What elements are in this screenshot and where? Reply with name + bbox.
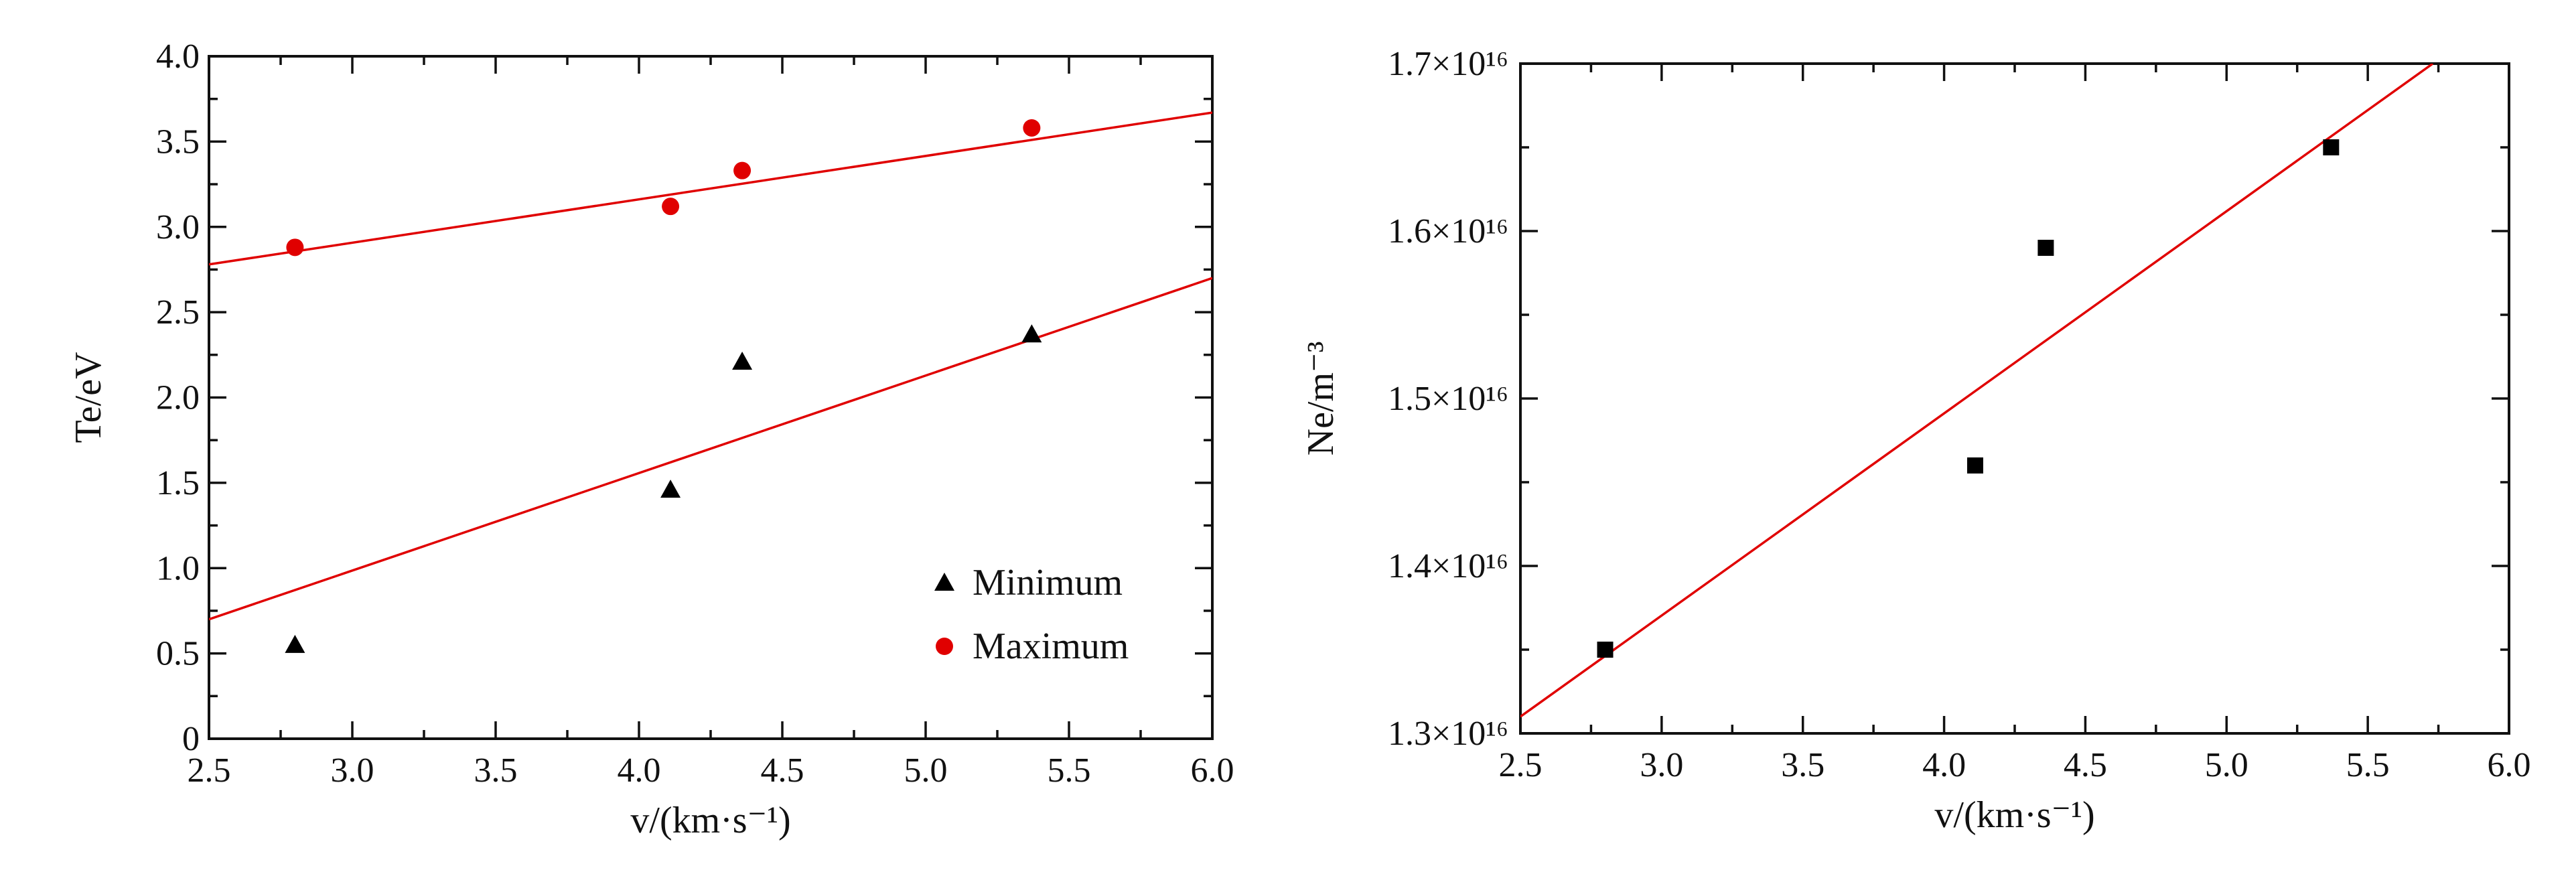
data-point-circle <box>733 161 752 179</box>
x-axis-title: v/(km·s⁻¹) <box>630 800 790 841</box>
data-point-triangle <box>1021 324 1042 343</box>
fit-line <box>1520 64 2434 718</box>
x-tick-label: 5.5 <box>2346 746 2390 784</box>
y-tick-label: 1.7×10¹⁶ <box>1388 45 1508 83</box>
y-tick-label: 4.0 <box>156 38 200 76</box>
legend-marker-triangle <box>934 573 954 591</box>
fit-line <box>209 277 1212 621</box>
legend-marker-circle <box>936 638 953 655</box>
x-tick-label: 3.0 <box>1640 746 1683 784</box>
y-tick-label: 1.3×10¹⁶ <box>1388 715 1508 753</box>
data-point-square <box>2323 139 2340 155</box>
y-tick-label: 1.6×10¹⁶ <box>1388 212 1508 250</box>
y-tick-label: 0 <box>182 720 200 758</box>
data-point-triangle <box>660 480 681 498</box>
x-tick-label: 5.0 <box>2205 746 2248 784</box>
x-tick-label: 4.0 <box>618 751 661 790</box>
data-point-triangle <box>285 634 305 653</box>
y-tick-label: 1.0 <box>156 549 200 587</box>
y-tick-label: 0.5 <box>156 635 200 673</box>
legend-label: Minimum <box>973 562 1123 603</box>
chart-te-vs-velocity: 2.5 3.0 3.5 4.0 4.5 5.0 5.5 6.0 0 0.5 1.0 1.5 2.0 2.5… <box>68 38 1234 841</box>
legend-label: Maximum <box>973 626 1129 667</box>
x-axis-title: v/(km·s⁻¹) <box>1934 794 2094 836</box>
x-tick-label: 5.0 <box>904 751 948 790</box>
y-tick-label: 3.0 <box>156 208 200 246</box>
y-tick-label: 2.0 <box>156 379 200 417</box>
y-axis-title: Te/eV <box>68 352 109 443</box>
x-tick-label: 3.5 <box>1781 746 1824 784</box>
x-tick-label: 5.5 <box>1048 751 1091 790</box>
data-point-circle <box>286 238 304 257</box>
fit-line <box>209 111 1212 266</box>
y-tick-label: 1.4×10¹⁶ <box>1388 547 1508 585</box>
x-tick-label: 3.0 <box>331 751 374 790</box>
data-point-square <box>2037 240 2054 256</box>
data-point-square <box>1966 457 1983 474</box>
y-axis-title: Ne/m⁻³ <box>1300 342 1342 456</box>
data-point-circle <box>1023 119 1041 137</box>
x-tick-label: 2.5 <box>1499 746 1543 784</box>
x-tick-label: 2.5 <box>188 751 231 790</box>
y-tick-label: 3.5 <box>156 123 200 161</box>
x-tick-label: 4.5 <box>761 751 804 790</box>
x-tick-label: 4.0 <box>1922 746 1966 784</box>
x-tick-label: 3.5 <box>474 751 518 790</box>
y-tick-label: 1.5 <box>156 464 200 502</box>
y-tick-label: 2.5 <box>156 293 200 332</box>
x-tick-label: 4.5 <box>2064 746 2107 784</box>
data-point-triangle <box>732 352 753 370</box>
x-tick-label: 6.0 <box>2488 746 2531 784</box>
y-tick-label: 1.5×10¹⁶ <box>1388 380 1508 418</box>
chart-ne-vs-velocity: 2.5 3.0 3.5 4.0 4.5 5.0 5.5 6.0 1.3×10¹⁶ 1.4×10¹⁶… <box>1300 45 2531 836</box>
plot-frame <box>1519 62 2510 735</box>
data-point-circle <box>662 198 680 216</box>
x-tick-label: 6.0 <box>1191 751 1234 790</box>
data-point-square <box>1597 642 1614 658</box>
